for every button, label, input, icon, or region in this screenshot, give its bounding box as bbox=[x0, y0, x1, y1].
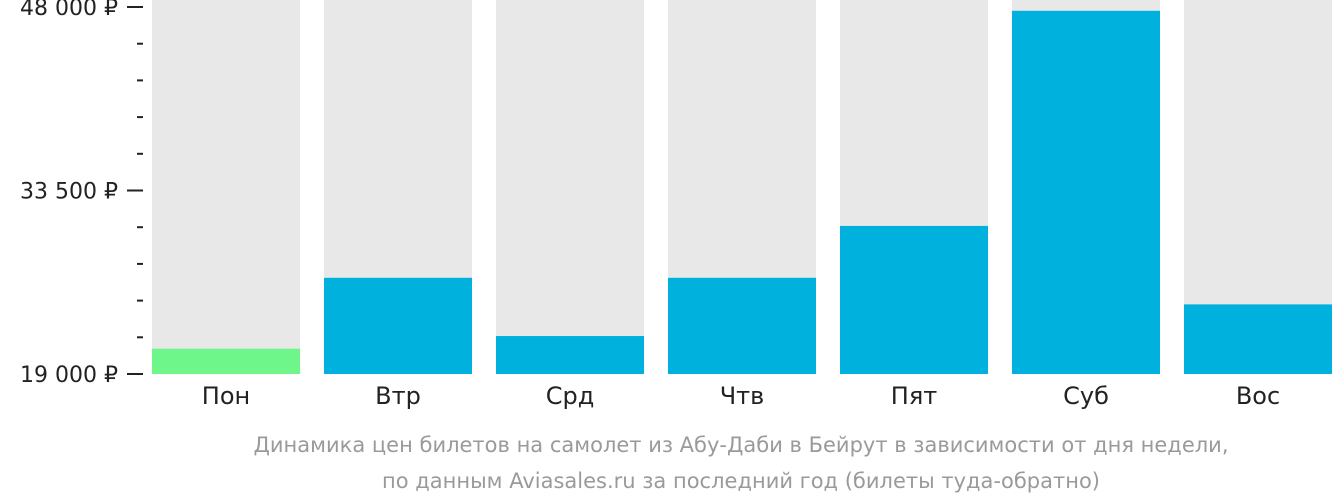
y-tick-label: 19 000 ₽ bbox=[20, 363, 118, 388]
caption-line-1: Динамика цен билетов на самолет из Абу-Д… bbox=[254, 433, 1229, 457]
y-axis: 48 000 ₽ 33 500 ₽ 19 000 ₽ bbox=[20, 0, 143, 388]
x-tick-label: Втр bbox=[375, 382, 421, 410]
bar bbox=[152, 348, 300, 374]
bar bbox=[324, 277, 472, 374]
x-tick-label: Пят bbox=[891, 382, 937, 410]
x-axis: Пон Втр Срд Чтв Пят Суб Вос bbox=[202, 382, 1280, 410]
x-tick-label: Срд bbox=[546, 382, 595, 410]
bar-track bbox=[152, 0, 300, 374]
x-tick-label: Вос bbox=[1236, 382, 1280, 410]
bar bbox=[668, 277, 816, 374]
y-tick-label: 33 500 ₽ bbox=[20, 180, 118, 205]
bar bbox=[496, 336, 644, 374]
y-tick-label: 48 000 ₽ bbox=[20, 0, 118, 21]
x-tick-label: Пон bbox=[202, 382, 250, 410]
bar bbox=[1184, 304, 1332, 374]
caption-line-2: по данным Aviasales.ru за последний год … bbox=[382, 469, 1100, 493]
bar bbox=[1012, 10, 1160, 375]
x-tick-label: Чтв bbox=[720, 382, 765, 410]
bar-track bbox=[496, 0, 644, 374]
bar bbox=[840, 225, 988, 374]
bars bbox=[152, 10, 1332, 375]
chart-caption: Динамика цен билетов на самолет из Абу-Д… bbox=[254, 433, 1229, 493]
x-tick-label: Суб bbox=[1063, 382, 1109, 410]
